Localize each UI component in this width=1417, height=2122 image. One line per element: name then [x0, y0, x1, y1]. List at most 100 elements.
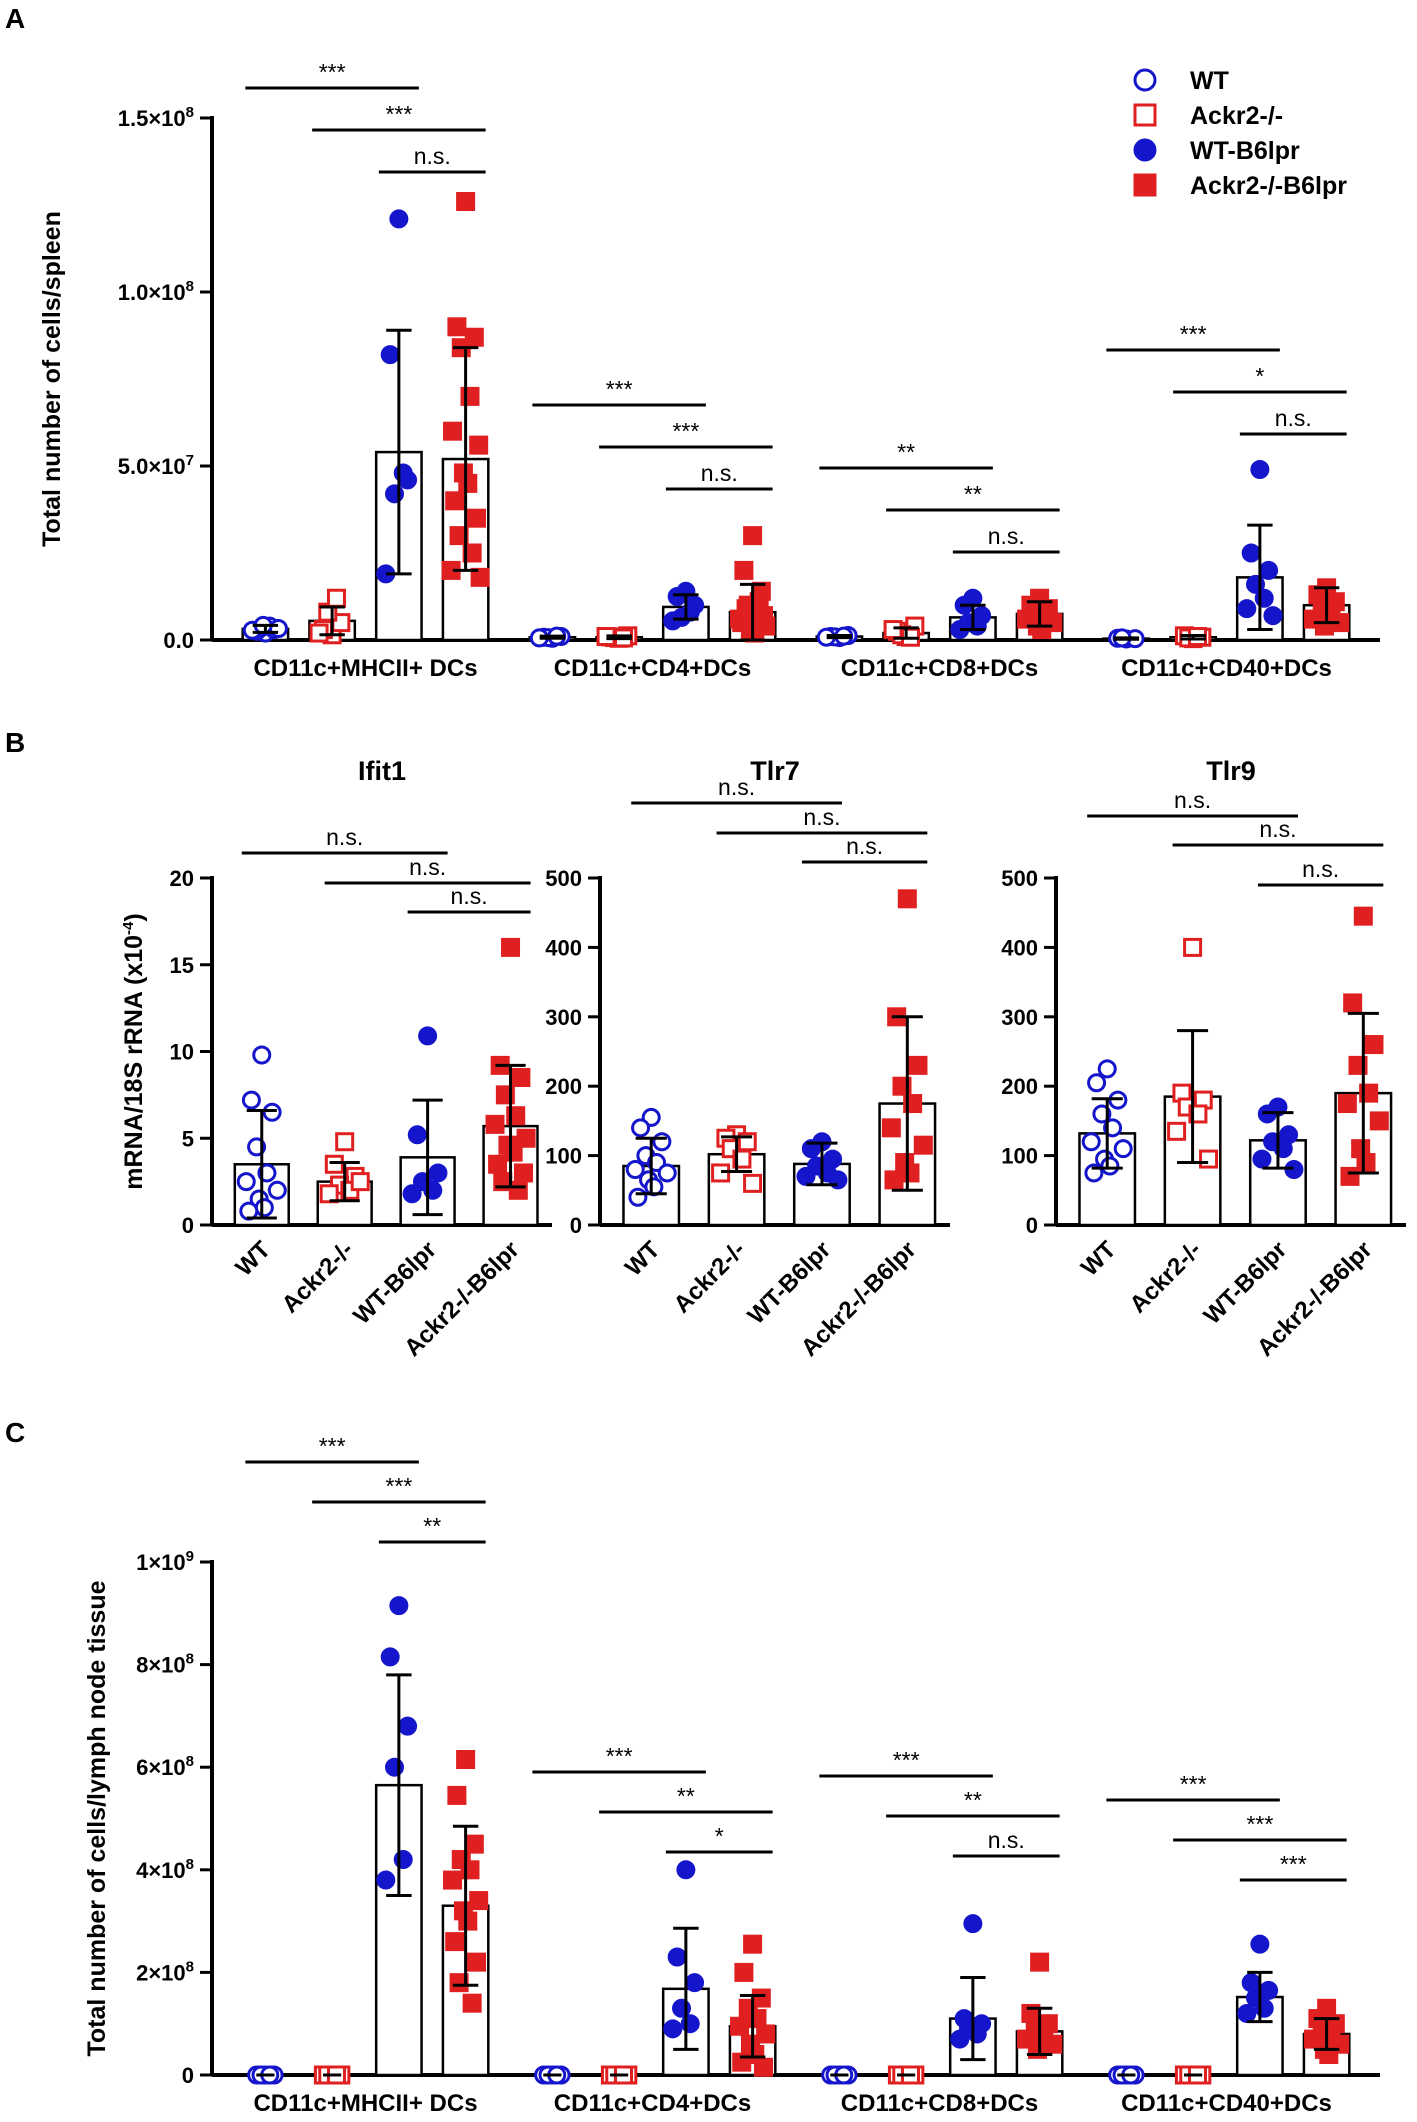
group-1-series-3-point	[376, 1870, 396, 1890]
subplot-2-series-4-point	[908, 1055, 928, 1075]
subplot-1-series-4-point	[511, 1068, 531, 1088]
group-2-significance-label: **	[677, 1783, 695, 1809]
subplot-2-series-1-point	[628, 1187, 648, 1207]
subplot-title: Tlr7	[750, 756, 800, 786]
group-1-series-4-point	[445, 491, 465, 511]
group-2-series-3-point	[663, 2019, 683, 2039]
subplot-2-series-1-point	[652, 1132, 672, 1152]
group-1-series-3-point	[389, 209, 409, 229]
group-4-significance-label: n.s.	[1275, 405, 1312, 431]
subplot-2-series-4-point	[913, 1135, 933, 1155]
y-axis-label: Total number of cells/lymph node tissue	[83, 1580, 111, 2056]
group-4-series-3-point	[1241, 1973, 1261, 1993]
group-2-significance-label: ***	[672, 418, 699, 444]
subplot-1-significance-label: n.s.	[326, 824, 363, 850]
y-tick-label: 300	[1001, 1005, 1038, 1030]
group-2-significance-label: n.s.	[701, 460, 738, 486]
group-1-series-2-point	[309, 623, 329, 643]
legend-marker-1	[1133, 68, 1157, 92]
panel-label: C	[5, 1417, 25, 1448]
subplot-2-series-1-point	[657, 1163, 677, 1183]
subplot-3-series-1-point	[1081, 1132, 1101, 1152]
group-2-significance-label: ***	[606, 376, 633, 402]
group-2-series-3-point	[663, 611, 683, 631]
subplot-3-series-2-point	[1167, 1121, 1187, 1141]
group-4-series-3-point	[1263, 606, 1283, 626]
y-tick-label: 500	[1001, 866, 1038, 891]
y-tick-label: 400	[545, 935, 582, 960]
subplot-2-series-1-point	[625, 1159, 645, 1179]
legend-label: Ackr2-/-B6lpr	[1190, 172, 1347, 200]
group-1-series-4-point	[467, 1952, 487, 1972]
group-1-series-3-point	[398, 1716, 418, 1736]
subplot-1-series-4-point	[516, 1128, 536, 1148]
group-2-series-3-point	[676, 1860, 696, 1880]
group-1-series-4-point	[456, 192, 476, 212]
group-2-series-4-point	[730, 2016, 750, 2036]
x-category-label: CD11c+CD4+DCs	[554, 2090, 751, 2117]
group-4-series-4-point	[1319, 602, 1339, 622]
y-tick-label: 300	[545, 1005, 582, 1030]
subplot-1-series-2-point	[350, 1172, 370, 1192]
y-tick-label: 100	[545, 1144, 582, 1169]
group-4-series-3-point	[1237, 2003, 1257, 2023]
subplot-3-significance-label: n.s.	[1302, 856, 1339, 882]
panel-label: B	[5, 727, 25, 758]
group-3-series-2-point	[883, 620, 903, 640]
y-tick-label: 1.5×108	[118, 104, 194, 131]
subplot-1-series-1-point	[267, 1180, 287, 1200]
y-tick-label: 2×108	[136, 1958, 194, 1985]
group-3-significance-label: ***	[893, 1747, 920, 1773]
subplot-2-series-3-point	[796, 1166, 816, 1186]
group-1-series-4-point	[467, 508, 487, 528]
group-3-significance-label: **	[964, 1787, 982, 1813]
y-tick-label: 1.0×108	[118, 278, 194, 305]
y-tick-label: 8×108	[136, 1651, 194, 1678]
group-2-significance-label: *	[715, 1823, 724, 1849]
group-1-series-4-point	[447, 1785, 467, 1805]
y-tick-label: 0	[182, 1213, 194, 1238]
group-3-series-3-point	[950, 2029, 970, 2049]
y-tick-label: 200	[545, 1074, 582, 1099]
group-2-series-4-point	[756, 2024, 776, 2044]
group-1-series-4-point	[445, 1932, 465, 1952]
group-1-significance-label: ***	[319, 1433, 346, 1459]
legend-label: Ackr2-/-	[1190, 102, 1283, 130]
group-1-significance-label: ***	[385, 101, 412, 127]
subplot-3-significance-label: n.s.	[1259, 816, 1296, 842]
subplot-1-series-3-point	[407, 1125, 427, 1145]
y-tick-label: 20	[170, 866, 194, 891]
subplot-3-series-2-point	[1183, 937, 1203, 957]
group-1-series-4-point	[456, 1750, 476, 1770]
x-category-label: CD11c+CD40+DCs	[1121, 2090, 1332, 2117]
subplot-1-series-1-point	[241, 1090, 261, 1110]
subplot-3-series-2-point	[1199, 1149, 1219, 1169]
y-tick-label: 100	[1001, 1144, 1038, 1169]
x-category-label: CD11c+MHCII+ DCs	[253, 655, 477, 682]
group-4-significance-label: ***	[1246, 1811, 1273, 1837]
legend: WT Ackr2-/- WT-B6lpr Ackr2-/-B6lpr	[1133, 67, 1347, 200]
subplot-2-series-2-point	[743, 1173, 763, 1193]
subplot-2-series-4-point	[884, 1170, 904, 1190]
y-tick-label: 400	[1001, 935, 1038, 960]
subplot-1-series-3-point	[418, 1026, 438, 1046]
subplot-3-series-3-point	[1252, 1149, 1272, 1169]
group-3-series-4-point	[1032, 620, 1052, 640]
group-3-series-4-point	[1030, 1952, 1050, 1972]
x-category-label: CD11c+CD40+DCs	[1121, 655, 1332, 682]
subplot-3-series-4-point	[1353, 906, 1373, 926]
group-1-series-4-point	[464, 1834, 484, 1854]
group-1-series-4-point	[443, 421, 463, 441]
group-1-significance-label: **	[423, 1513, 441, 1539]
group-1-significance-label: ***	[319, 59, 346, 85]
group-1-series-4-point	[470, 567, 490, 587]
group-3-significance-label: n.s.	[988, 1827, 1025, 1853]
y-tick-label: 0	[1026, 1213, 1038, 1238]
y-tick-label: 4×108	[136, 1856, 194, 1883]
group-1-series-1-point	[268, 619, 288, 639]
group-2-series-4-point	[734, 1962, 754, 1982]
subplot-1-series-4-point	[488, 1154, 508, 1174]
subplot-title: Tlr9	[1206, 756, 1256, 786]
group-2-series-4-point	[743, 1934, 763, 1954]
subplot-1-series-2-point	[319, 1184, 339, 1204]
